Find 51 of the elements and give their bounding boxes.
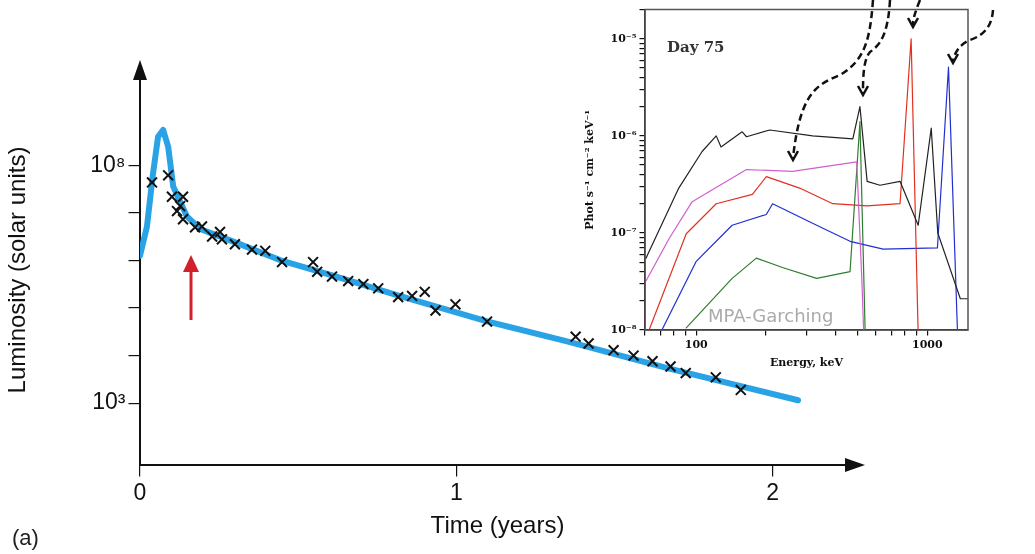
point bbox=[259, 244, 272, 257]
point bbox=[171, 205, 183, 217]
point bbox=[627, 349, 640, 362]
point bbox=[162, 169, 175, 182]
annotation: MPA-Garching bbox=[708, 305, 834, 326]
point bbox=[664, 360, 677, 373]
point bbox=[166, 190, 178, 203]
x-tick-label: 100 bbox=[684, 337, 709, 351]
point bbox=[326, 270, 338, 283]
point bbox=[196, 220, 208, 233]
y-tick-label: 10⁻⁶ bbox=[610, 128, 637, 142]
point bbox=[372, 282, 385, 295]
point bbox=[307, 256, 320, 268]
point bbox=[449, 298, 462, 311]
x-tick-label: 0 bbox=[133, 478, 147, 505]
x-tick-label: 1 bbox=[449, 478, 463, 505]
point bbox=[418, 285, 431, 298]
point bbox=[357, 278, 370, 291]
y-axis-title: Luminosity (solar units) bbox=[3, 146, 31, 394]
y-tick-label: 10⁸ bbox=[90, 150, 126, 177]
point bbox=[406, 289, 419, 302]
point bbox=[311, 265, 324, 278]
point bbox=[206, 230, 219, 243]
point bbox=[177, 213, 189, 226]
y-tick-label: 10⁻⁸ bbox=[610, 322, 637, 336]
y-tick-label: 10⁻⁷ bbox=[610, 225, 637, 239]
point bbox=[569, 330, 582, 343]
point bbox=[429, 304, 442, 317]
y-tick-label: 10⁻⁵ bbox=[610, 31, 637, 45]
point bbox=[189, 221, 201, 234]
point bbox=[246, 243, 258, 256]
point bbox=[342, 275, 355, 288]
x-axis-title: Energy, keV bbox=[769, 356, 844, 370]
y-axis-title: Phot s⁻¹ cm⁻² keV⁻¹ bbox=[583, 109, 597, 230]
point bbox=[607, 344, 620, 357]
point bbox=[146, 176, 158, 189]
annotation: Day 75 bbox=[667, 37, 725, 56]
point bbox=[392, 291, 405, 304]
point bbox=[228, 238, 241, 251]
point bbox=[679, 367, 692, 379]
text: (a) bbox=[12, 525, 39, 550]
x-axis-title: Time (years) bbox=[430, 511, 565, 539]
point bbox=[646, 355, 659, 368]
y-tick-label: 10³ bbox=[92, 388, 126, 415]
point bbox=[481, 315, 494, 328]
point bbox=[582, 337, 595, 350]
point bbox=[709, 371, 722, 384]
point bbox=[276, 256, 288, 268]
x-tick-label: 1000 bbox=[912, 337, 943, 351]
x-tick-label: 2 bbox=[766, 478, 780, 505]
point bbox=[734, 383, 747, 396]
